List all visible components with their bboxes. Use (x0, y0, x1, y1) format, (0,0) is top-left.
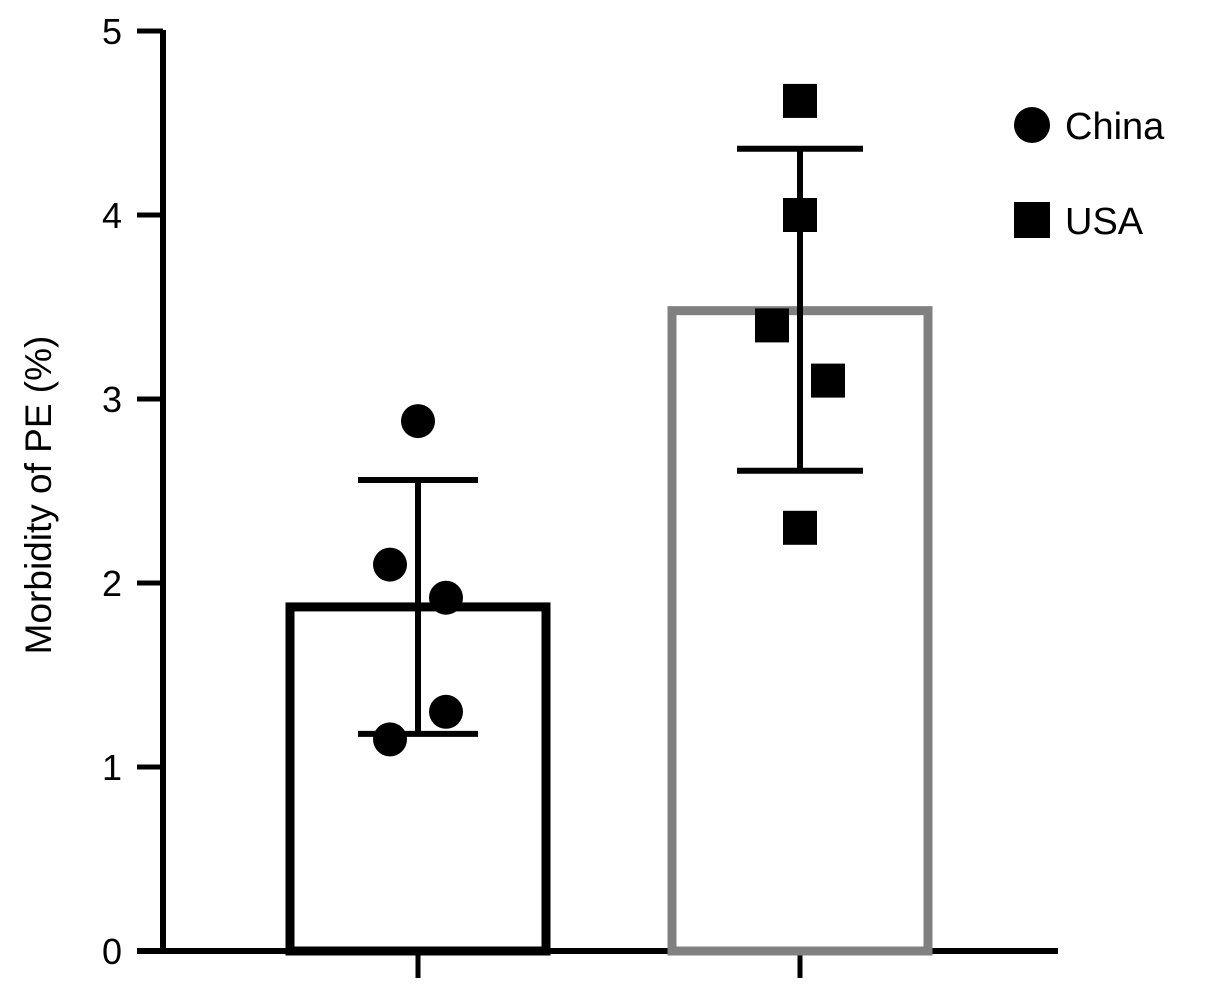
y-tick-label-5: 5 (102, 11, 122, 52)
y-tick-label-3: 3 (102, 379, 122, 420)
legend: China USA (1014, 106, 1165, 243)
legend-square-icon (1014, 202, 1050, 238)
data-point-china (373, 722, 407, 757)
data-point-usa (811, 363, 845, 398)
data-point-china (373, 547, 407, 582)
data-point-china (429, 694, 463, 729)
legend-label-china: China (1065, 106, 1165, 148)
y-axis-title: Morbidity of PE (%) (18, 336, 59, 655)
data-point-usa (783, 510, 817, 545)
data-point-usa (755, 308, 789, 343)
data-point-china (429, 580, 463, 615)
y-tick-label-2: 2 (102, 563, 122, 604)
y-tick-labels: 0 1 2 3 4 5 (102, 11, 122, 972)
legend-label-usa: USA (1065, 201, 1144, 243)
points-china (373, 404, 463, 757)
legend-circle-icon (1014, 107, 1050, 143)
y-tick-label-4: 4 (102, 195, 122, 236)
data-point-usa (783, 83, 817, 118)
data-point-china (401, 404, 435, 439)
y-tick-label-0: 0 (102, 931, 122, 972)
points-usa (755, 83, 845, 545)
data-point-usa (783, 198, 817, 232)
y-ticks (137, 28, 163, 954)
y-tick-label-1: 1 (102, 747, 122, 788)
